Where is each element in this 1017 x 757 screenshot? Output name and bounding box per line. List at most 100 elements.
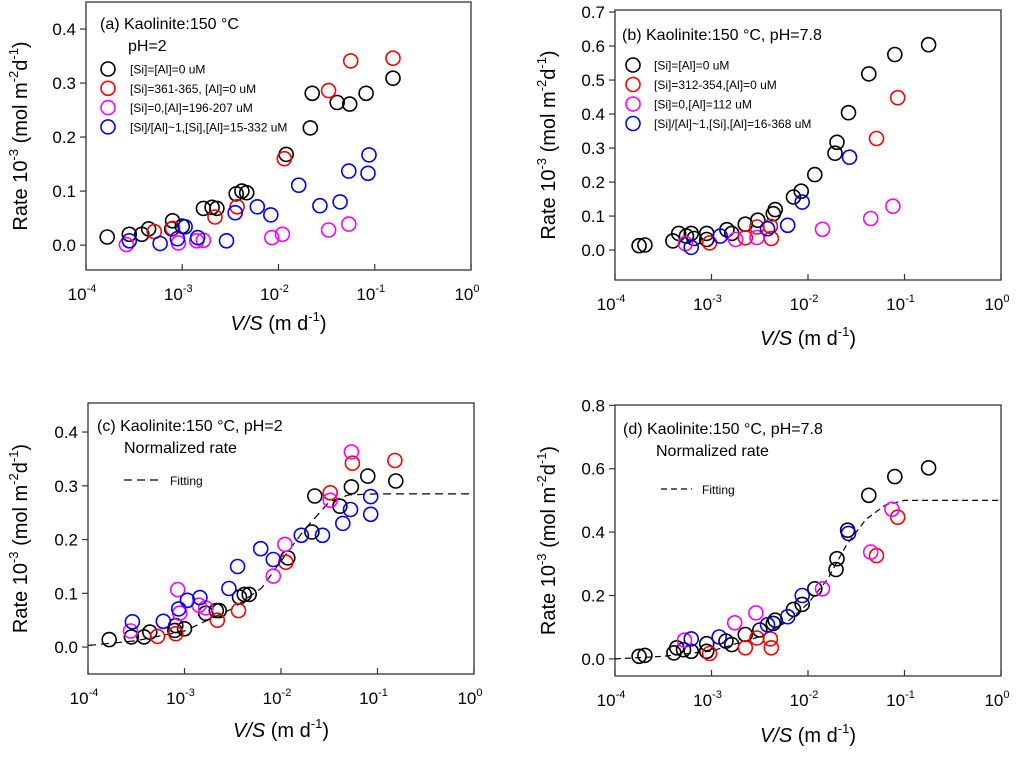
x-tick-label: 10-3 xyxy=(166,687,195,708)
data-point xyxy=(675,641,692,658)
x-tick-label: 10-2 xyxy=(263,687,292,708)
series-black xyxy=(631,459,937,665)
data-point xyxy=(749,212,766,228)
data-point xyxy=(884,501,900,518)
legend-label: [Si]=0,[Al]=196-207 uM xyxy=(130,101,253,115)
data-point xyxy=(263,229,280,246)
data-point xyxy=(177,219,193,235)
panel-a: 0.0 0.1 0.2 0.3 0.4 10-4 10-3 10-2 10-1 100 V/S (m… xyxy=(6,1,480,335)
x-tick-label: 100 xyxy=(457,687,482,708)
data-point xyxy=(683,643,700,660)
x-axis-label: V/S (m d-1) xyxy=(233,716,329,742)
x-tick-label: 10-2 xyxy=(790,689,819,710)
x-tick-label: 10-4 xyxy=(597,689,626,710)
y-axis-label: Rate 10-3 (mol m-2d-1) xyxy=(534,50,560,239)
y-tick-label: 0.3 xyxy=(581,139,605,158)
data-point xyxy=(737,639,754,656)
x-tick-label: 10-2 xyxy=(260,283,289,304)
data-point xyxy=(209,612,226,629)
data-point xyxy=(320,82,337,99)
series-blue xyxy=(683,149,858,256)
x-tick-label: 100 xyxy=(454,283,479,304)
y-axis-label: Rate 10-3 (mol m-2d-1) xyxy=(6,41,32,230)
legend-label: [Si]=312-354,[Al]=0 uM xyxy=(654,78,777,92)
data-point xyxy=(322,492,339,509)
data-point xyxy=(332,194,348,210)
data-point xyxy=(170,601,187,617)
legend-label: [Si]=[Al]=0 uM xyxy=(130,63,205,77)
y-tick-label: 0.8 xyxy=(581,396,605,415)
data-point xyxy=(99,229,115,245)
data-point xyxy=(192,589,208,606)
data-point xyxy=(249,199,266,215)
data-point xyxy=(101,631,117,648)
data-point xyxy=(221,580,237,597)
data-point xyxy=(727,231,744,248)
legend-marker xyxy=(625,96,641,112)
data-point xyxy=(341,96,358,112)
data-point xyxy=(385,70,401,86)
data-point xyxy=(229,558,246,575)
data-point xyxy=(779,608,796,625)
series-blue xyxy=(121,147,377,252)
y-tick-label: 0.0 xyxy=(581,650,605,669)
data-point xyxy=(306,488,323,504)
data-point xyxy=(759,220,776,237)
panel-subtitle: pH=2 xyxy=(128,38,167,55)
data-point xyxy=(149,628,166,645)
fitting-curve xyxy=(87,493,474,647)
data-point xyxy=(698,225,715,242)
data-point xyxy=(827,145,843,161)
data-point xyxy=(322,484,339,501)
data-point xyxy=(829,550,845,567)
data-point xyxy=(860,487,877,504)
panel-title: (c) Kaolinite:150 °C, pH=2 xyxy=(97,418,283,435)
data-point xyxy=(276,150,293,167)
data-point xyxy=(121,226,138,243)
y-tick-label: 0.4 xyxy=(581,105,605,124)
data-point xyxy=(362,506,379,523)
panel-subtitle: Normalized rate xyxy=(656,443,769,460)
series-red xyxy=(149,452,403,645)
legend-label: [Si]=361-365, [Al]=0 uM xyxy=(130,82,256,96)
data-point xyxy=(637,647,653,664)
series-magenta xyxy=(118,216,357,253)
y-tick-label: 0.0 xyxy=(581,241,605,260)
x-tick-label: 10-1 xyxy=(356,283,385,304)
y-axis-label: Rate 10-3 (mol m-2d-1) xyxy=(6,444,32,633)
data-point xyxy=(169,230,186,247)
data-point xyxy=(209,200,225,217)
data-point xyxy=(868,130,885,147)
data-point xyxy=(124,613,141,630)
data-point xyxy=(840,104,857,121)
data-point xyxy=(631,648,647,665)
legend-marker xyxy=(100,61,116,77)
data-point xyxy=(841,149,858,165)
data-point xyxy=(889,89,906,106)
data-point xyxy=(920,459,937,476)
x-tick-label: 10-1 xyxy=(886,293,915,314)
data-point xyxy=(304,524,320,540)
legend-label: [Si]/[Al]~1,[Si],[Al]=16-368 uM xyxy=(654,117,811,131)
legend-marker xyxy=(100,119,116,135)
data-point xyxy=(123,629,140,645)
data-point xyxy=(176,620,193,637)
panel-title: (a) Kaolinite:150 °C xyxy=(100,16,239,33)
data-point xyxy=(304,85,321,102)
x-tick-label: 10-4 xyxy=(68,283,97,304)
legend-label: [Si]=[Al]=0 uM xyxy=(654,59,729,73)
x-tick-label: 100 xyxy=(984,293,1009,314)
data-point xyxy=(712,228,729,244)
data-point xyxy=(207,209,223,225)
data-point xyxy=(806,580,823,597)
data-point xyxy=(779,217,796,234)
legend-label: [Si]=0,[Al]=112 uM xyxy=(654,98,752,112)
data-point xyxy=(342,53,359,69)
plot-frame xyxy=(614,9,1002,281)
data-point xyxy=(277,554,294,571)
data-point xyxy=(360,165,376,182)
legend-marker xyxy=(100,80,116,97)
data-point xyxy=(293,527,310,544)
data-point xyxy=(387,452,403,469)
